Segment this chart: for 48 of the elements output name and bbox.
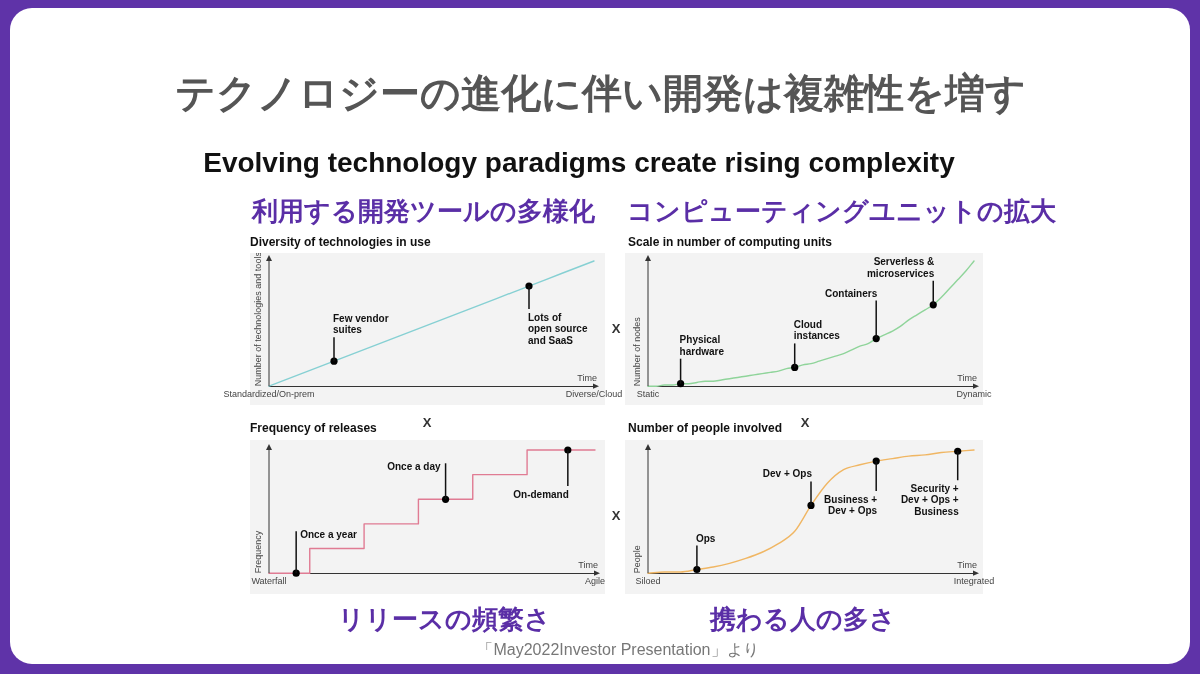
annotation: Few vendor suites xyxy=(333,312,389,336)
chart-title: Number of people involved xyxy=(628,421,783,436)
y-axis-title: Frequency xyxy=(253,530,264,574)
text: 「May2022Investor Presentation」より xyxy=(477,640,759,660)
chart-subtitle: 利用する開発ツールの多様化 xyxy=(252,196,595,227)
y-axis-title: People xyxy=(632,545,643,574)
text: Evolving technology paradigms create rising complexity xyxy=(203,146,955,180)
annotation: Cloud instances xyxy=(793,318,841,342)
x-axis-title: Time xyxy=(957,560,977,571)
text: X xyxy=(800,414,810,431)
annotation: Once a day xyxy=(387,461,442,473)
point xyxy=(929,301,937,309)
x-axis-title: Time xyxy=(578,560,598,571)
annotation: Containers xyxy=(824,287,878,299)
text: X xyxy=(611,507,621,524)
point xyxy=(954,447,962,455)
x-tick-label: Waterfall xyxy=(251,576,287,587)
y-axis-title: Number of nodes xyxy=(632,316,643,387)
annotation: Ops xyxy=(695,532,716,544)
chart-title: Scale in number of computing units xyxy=(628,235,833,250)
annotation: Once a year xyxy=(300,528,357,540)
x-tick-label: Standardized/On-prem xyxy=(223,389,315,400)
annotation: Dev + Ops xyxy=(762,468,813,480)
text: リリースの頻繁さ xyxy=(338,604,551,635)
x-tick-label: Integrated xyxy=(953,576,995,587)
chart-title: Diversity of technologies in use xyxy=(250,235,431,250)
x-tick-label: Static xyxy=(636,389,660,400)
x-tick-label: Agile xyxy=(584,576,606,587)
annotation: Lots of open source and SaaS xyxy=(528,311,588,346)
y-axis-title: Number of technologies and tools xyxy=(253,251,264,387)
text: X xyxy=(611,320,621,337)
text: テクノロジーの進化に伴い開発は複雑性を増す xyxy=(174,70,1026,116)
x-tick-label: Siloed xyxy=(635,576,661,587)
x-axis-title: Time xyxy=(957,373,977,384)
text: 携わる人の多さ xyxy=(710,604,896,635)
annotation: Serverless & microservices xyxy=(866,256,935,279)
chart-title: Frequency of releases xyxy=(250,421,377,436)
annotation: Security + Dev + Ops + Business xyxy=(900,482,960,517)
annotation: On-demand xyxy=(513,488,569,500)
chart-subtitle: コンピューティングユニットの拡大 xyxy=(627,196,1056,227)
point xyxy=(791,363,799,372)
x-tick-label: Diverse/Cloud xyxy=(565,389,623,400)
annotation: Physical hardware xyxy=(679,334,725,357)
x-tick-label: Dynamic xyxy=(956,389,992,400)
x-axis-title: Time xyxy=(577,373,597,384)
point xyxy=(677,380,685,388)
text: X xyxy=(422,414,432,431)
annotation: Business + Dev + Ops xyxy=(824,493,878,517)
